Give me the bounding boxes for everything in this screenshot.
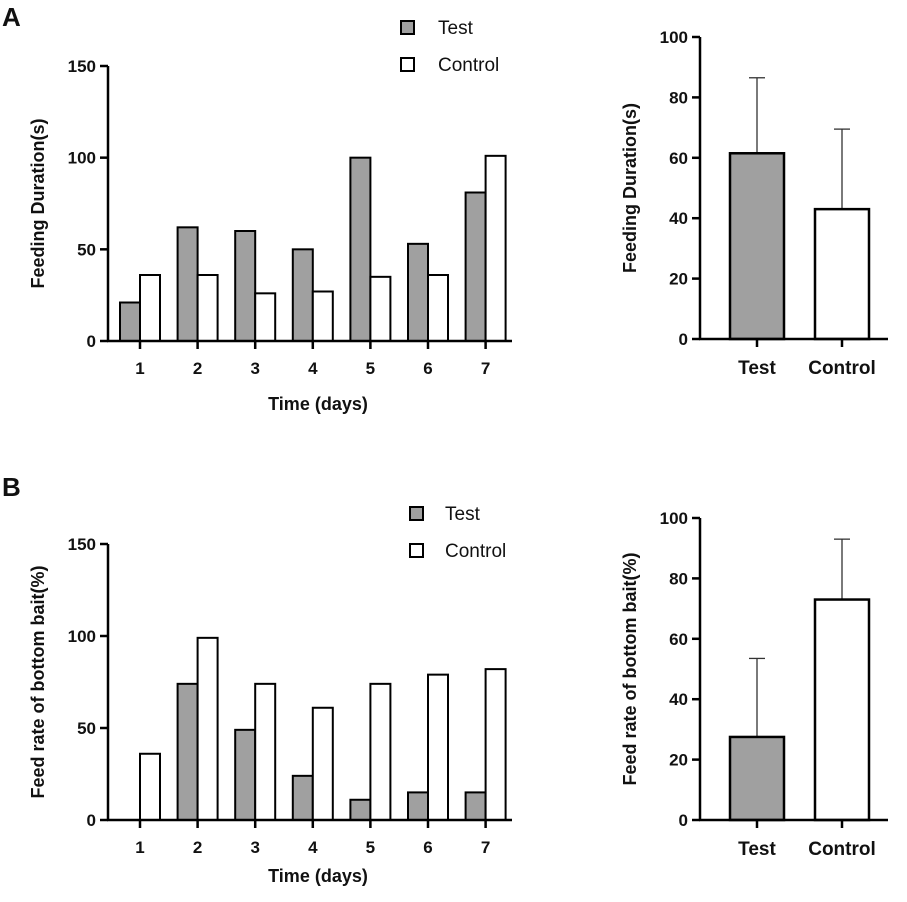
y-tick-label: 150 [68, 535, 96, 554]
bar-control-4 [311, 290, 334, 342]
bar-control-3 [254, 292, 277, 343]
x-tick-label: 1 [135, 838, 144, 857]
bar-control-6 [427, 274, 449, 342]
y-tick-label: 0 [679, 330, 688, 349]
bar-test-7 [464, 191, 487, 342]
x-tick-label: Test [738, 358, 776, 379]
bar-test-2 [176, 682, 199, 822]
bar-control-5 [369, 275, 392, 343]
x-tick-label: Control [808, 358, 876, 379]
chart-b-right: 0 20 40 60 80 100 Test Control Feed rate of bott… [620, 509, 888, 860]
x-tick-label: 7 [481, 359, 490, 378]
y-tick-label: 80 [669, 569, 688, 588]
y-tick-label: 100 [660, 509, 688, 528]
bar-control-7 [484, 668, 507, 821]
y-tick-label: 0 [87, 332, 96, 351]
x-axis-title: Time (days) [268, 394, 368, 414]
y-tick-label: 0 [87, 811, 96, 830]
x-axis-title: Time (days) [268, 866, 368, 886]
x-tick-label: 5 [366, 838, 375, 857]
y-axis-title: Feed rate of bottom bait(%) [620, 552, 640, 785]
bar-test-5 [349, 798, 372, 822]
bar-test-2 [176, 226, 199, 342]
x-tick-label: 6 [423, 359, 432, 378]
bar-control [813, 207, 871, 341]
x-tick-label: Control [808, 839, 876, 860]
x-tick-label: 5 [366, 359, 375, 378]
x-tick-label: Test [738, 839, 776, 860]
y-tick-label: 50 [77, 719, 96, 738]
y-axis-title: Feeding Duration(s) [620, 103, 640, 273]
chart-b-left: 0 50 100 150 1 2 3 4 5 6 7 Feed rate of bottom bait… [28, 504, 512, 886]
y-tick-label: 60 [669, 149, 688, 168]
legend-swatch-control [409, 543, 424, 558]
legend-label-control: Control [438, 55, 499, 76]
y-tick-label: 100 [68, 627, 96, 646]
x-tick-label: 3 [250, 838, 259, 857]
bar-control-2 [196, 274, 219, 342]
y-tick-label: 80 [669, 88, 688, 107]
y-axis-title: Feeding Duration(s) [28, 118, 48, 288]
x-tick-label: 6 [423, 838, 432, 857]
y-tick-label: 0 [679, 811, 688, 830]
bar-test-3 [234, 230, 257, 342]
bar-control-1 [139, 752, 161, 822]
legend-label-test: Test [445, 504, 481, 525]
bar-test-6 [407, 242, 429, 342]
bar-test [728, 735, 786, 822]
y-axis-title: Feed rate of bottom bait(%) [28, 565, 48, 798]
legend-swatch-control [400, 57, 415, 72]
bar-control-5 [369, 682, 392, 822]
bar-control-7 [484, 154, 507, 342]
legend-swatch-test [400, 20, 415, 35]
x-tick-label: 4 [308, 838, 318, 857]
y-tick-label: 150 [68, 57, 96, 76]
bar-test-7 [464, 791, 487, 822]
bar-test-6 [407, 791, 429, 822]
bar-control-6 [427, 673, 449, 822]
y-tick-label: 100 [660, 28, 688, 47]
x-tick-label: 4 [308, 359, 318, 378]
bar-test-4 [291, 774, 314, 822]
bar-control-4 [311, 706, 334, 822]
bar-test-4 [291, 248, 314, 342]
legend-label-control: Control [445, 541, 506, 562]
y-tick-label: 20 [669, 751, 688, 770]
bar-control-2 [196, 636, 219, 822]
bar-control-1 [139, 274, 161, 342]
bar-test-1 [119, 301, 141, 342]
x-tick-label: 2 [193, 359, 202, 378]
bar-control-3 [254, 682, 277, 822]
chart-a-left: 0 50 100 150 1 2 3 4 5 6 7 Feeding Duration(s) Time … [28, 18, 512, 414]
x-tick-label: 1 [135, 359, 144, 378]
x-tick-label: 2 [193, 838, 202, 857]
y-tick-label: 40 [669, 209, 688, 228]
bar-test [728, 152, 786, 341]
x-tick-label: 3 [250, 359, 259, 378]
y-tick-label: 20 [669, 270, 688, 289]
legend-label-test: Test [438, 18, 474, 39]
y-tick-label: 100 [68, 149, 96, 168]
legend-swatch-test [409, 506, 424, 521]
panel-label-a: A [2, 2, 21, 32]
y-tick-label: 50 [77, 240, 96, 259]
x-tick-label: 7 [481, 838, 490, 857]
bar-test-3 [234, 728, 257, 822]
y-tick-label: 60 [669, 630, 688, 649]
chart-a-right: 0 20 40 60 80 100 Test Control Feeding Duration(… [620, 28, 888, 379]
bar-control [813, 598, 871, 822]
y-tick-label: 40 [669, 690, 688, 709]
panel-label-b: B [2, 472, 21, 502]
bar-test-5 [349, 156, 372, 342]
